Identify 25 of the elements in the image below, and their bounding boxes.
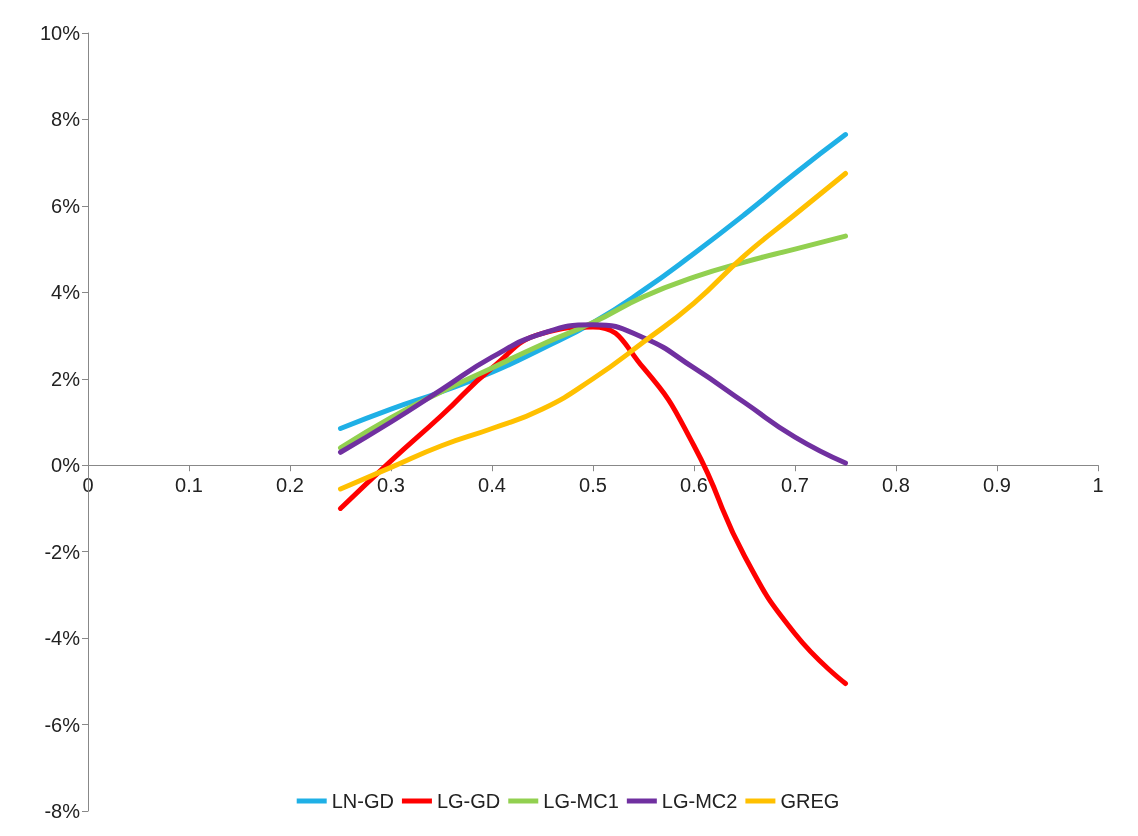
y-tick-label: -6%	[44, 713, 81, 736]
y-tick-label: 6%	[51, 194, 81, 217]
x-tick-label: 0.6	[680, 474, 708, 497]
y-tick-label: 8%	[51, 108, 81, 131]
y-tick-label: 4%	[51, 281, 81, 304]
x-tick-label: 0.3	[377, 474, 405, 497]
x-tick-label: 0.4	[478, 474, 506, 497]
x-tick-label: 1	[1092, 474, 1104, 497]
legend-label: GREG	[780, 790, 840, 812]
y-tick-label: 0%	[51, 454, 81, 477]
legend-label: LG-MC2	[661, 790, 738, 812]
y-tick-label: -2%	[44, 540, 81, 563]
x-tick-label: 0.9	[983, 474, 1011, 497]
y-tick-label: 10%	[39, 22, 81, 44]
x-tick-label: 0.7	[781, 474, 809, 497]
x-tick-label: 0.8	[882, 474, 910, 497]
y-tick-label: -8%	[44, 800, 81, 822]
legend-label: LN-GD	[331, 790, 394, 812]
legend-label: LG-GD	[436, 790, 501, 812]
y-tick-label: 2%	[51, 367, 81, 390]
legend-label: LG-MC1	[543, 790, 619, 812]
y-tick-label: -4%	[44, 627, 81, 650]
x-tick-label: 0.2	[276, 474, 304, 497]
x-tick-label: 0.1	[175, 474, 203, 497]
x-tick-label: 0.5	[579, 474, 607, 497]
